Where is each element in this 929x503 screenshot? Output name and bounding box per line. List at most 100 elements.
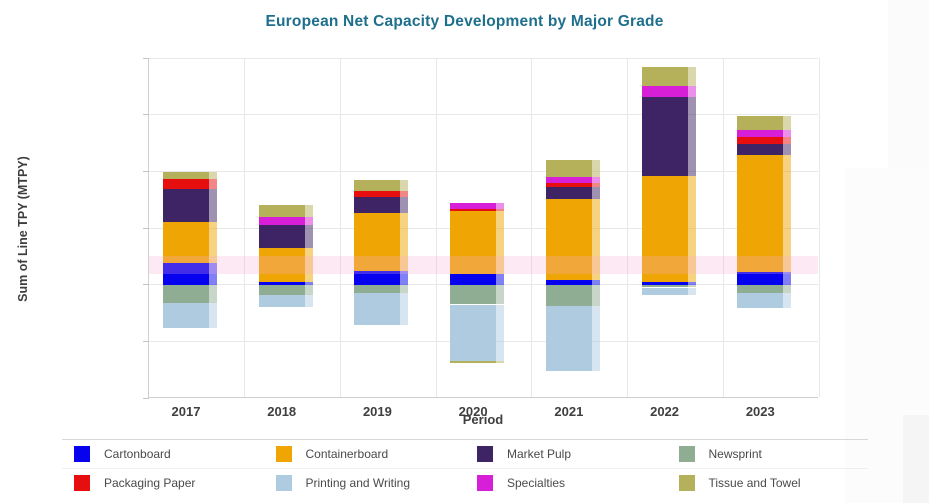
y-axis-tick [143,57,149,59]
bar-segment-printing-and-writing-2022[interactable] [641,287,688,295]
bar-segment-containerboard-2018[interactable] [258,248,305,282]
legend-item-containerboard[interactable]: Containerboard [264,446,466,462]
y-axis-label: Sum of Line TPY (MTPY) [16,156,30,302]
bar-segment-containerboard-2021[interactable] [545,199,592,280]
bar-segment-printing-and-writing-2021[interactable] [545,306,592,372]
legend-item-market-pulp[interactable]: Market Pulp [465,446,667,462]
bar-segment-cartonboard-2019[interactable] [354,271,401,285]
bar-segment-cartonboard-2018[interactable] [258,281,305,285]
bar-segment-market-pulp-2021[interactable] [545,186,592,200]
bar-segment-printing-and-writing-2023[interactable] [737,293,784,309]
bar-segment-printing-and-writing-2019[interactable] [354,293,401,325]
bar-segment-overlay [591,177,600,184]
legend-item-packaging-paper[interactable]: Packaging Paper [62,474,264,491]
bar-segment-packaging-paper-2020[interactable] [450,208,497,211]
bar-segment-tissue-and-towel-2023[interactable] [737,116,784,130]
bar-segment-newsprint-2018[interactable] [258,284,305,295]
bar-segment-tissue-and-towel-2017[interactable] [163,171,209,179]
bar-segment-newsprint-2022[interactable] [641,284,688,288]
chart-title: European Net Capacity Development by Maj… [265,13,664,30]
bar-segment-overlay [209,222,217,264]
legend-label: Containerboard [305,447,389,461]
bar-segment-overlay [304,294,313,307]
bar-segment-newsprint-2019[interactable] [354,284,401,294]
bar-segment-tissue-and-towel-2021[interactable] [545,160,592,177]
legend-swatch [275,474,292,491]
bar-segment-market-pulp-2018[interactable] [258,225,305,249]
bar-segment-overlay [687,284,696,288]
bar-segment-overlay [687,96,696,177]
bar-segment-cartonboard-2022[interactable] [641,282,688,285]
legend: Cartonboard Containerboard Market Pulp News… [62,439,868,496]
bar-segment-overlay [687,86,696,97]
bar-segment-overlay [687,176,696,283]
legend-item-cartonboard[interactable]: Cartonboard [62,446,264,462]
bar-segment-overlay [400,180,409,191]
bar-segment-cartonboard-2021[interactable] [545,279,592,285]
bar-segment-newsprint-2020[interactable] [450,284,497,305]
bar-segment-packaging-paper-2019[interactable] [354,190,401,198]
bar-segment-specialties-2022[interactable] [641,86,688,97]
bar-segment-overlay [400,190,409,198]
gridline [149,114,818,116]
bar-segment-overlay [591,183,600,187]
bar-segment-specialties-2021[interactable] [545,177,592,184]
bar-segment-packaging-paper-2023[interactable] [737,136,784,144]
y-axis-tick [143,170,149,172]
gridline [818,58,820,397]
bar-segment-printing-and-writing-2017[interactable] [163,302,209,328]
legend-label: Tissue and Towel [708,475,801,490]
bar-segment-newsprint-2021[interactable] [545,284,592,307]
bar-segment-containerboard-2017[interactable] [163,222,209,264]
legend-swatch [275,446,292,462]
legend-item-newsprint[interactable]: Newsprint [667,446,869,462]
legend-row: Cartonboard Containerboard Market Pulp News… [62,440,868,468]
bar-segment-overlay [496,274,505,285]
bar-segment-overlay [304,281,313,285]
bar-segment-overlay [209,171,217,179]
bar-segment-cartonboard-2020[interactable] [450,274,497,285]
bar-segment-overlay [783,155,792,273]
bar-segment-specialties-2023[interactable] [737,129,784,137]
gridline [149,170,818,172]
x-tick-label-2023: 2023 [745,404,775,419]
bar-segment-packaging-paper-2017[interactable] [163,178,209,189]
bar-segment-market-pulp-2019[interactable] [354,197,401,213]
bar-segment-market-pulp-2023[interactable] [737,143,784,156]
bar-segment-overlay [209,188,217,223]
bar-segment-market-pulp-2022[interactable] [641,96,688,177]
bar-segment-specialties-2018[interactable] [258,216,305,226]
bar-segment-tissue-and-towel-2019[interactable] [354,180,401,191]
legend-label: Newsprint [708,447,762,461]
bar-segment-tissue-and-towel-2020[interactable] [450,361,497,364]
bar-segment-specialties-2020[interactable] [450,203,497,209]
bar-segment-cartonboard-2017[interactable] [163,263,209,285]
bar-segment-cartonboard-2023[interactable] [737,272,784,285]
bar-segment-tissue-and-towel-2022[interactable] [641,66,688,87]
legend-row: Packaging Paper Printing and Writing Speci… [62,468,868,496]
bar-segment-overlay [687,287,696,295]
bar-segment-printing-and-writing-2020[interactable] [450,304,497,362]
x-tick-label-2018: 2018 [267,404,297,419]
bar-segment-overlay [591,284,600,307]
bar-segment-overlay [591,279,600,285]
bar-segment-packaging-paper-2021[interactable] [545,183,592,187]
legend-item-printing-and-writing[interactable]: Printing and Writing [264,474,466,491]
bar-segment-containerboard-2023[interactable] [737,155,784,273]
bar-segment-market-pulp-2017[interactable] [163,188,209,223]
bar-segment-newsprint-2017[interactable] [163,284,209,303]
legend-item-tissue-and-towel[interactable]: Tissue and Towel [667,474,869,491]
legend-swatch [678,474,695,491]
bar-segment-containerboard-2019[interactable] [354,212,401,272]
bar-segment-newsprint-2023[interactable] [737,284,784,294]
bar-segment-containerboard-2022[interactable] [641,176,688,283]
legend-item-specialties[interactable]: Specialties [465,474,667,491]
legend-label: Cartonboard [104,447,171,461]
bar-segment-printing-and-writing-2018[interactable] [258,294,305,307]
bar-segment-overlay [304,204,313,217]
bar-segment-tissue-and-towel-2018[interactable] [258,204,305,217]
bar-segment-overlay [496,361,505,364]
gridline [722,58,724,397]
bar-segment-containerboard-2020[interactable] [450,211,497,275]
gridline [339,58,341,397]
